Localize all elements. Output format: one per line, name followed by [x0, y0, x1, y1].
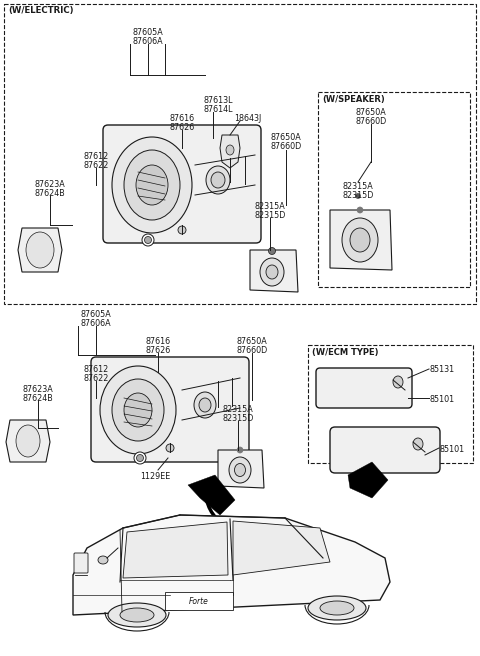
Ellipse shape: [16, 425, 40, 457]
Ellipse shape: [100, 366, 176, 454]
Ellipse shape: [178, 226, 186, 234]
Text: 87660D: 87660D: [236, 346, 268, 355]
Ellipse shape: [112, 137, 192, 233]
Text: 82315A: 82315A: [254, 202, 286, 211]
Ellipse shape: [413, 438, 423, 450]
Ellipse shape: [108, 603, 166, 627]
Ellipse shape: [124, 393, 152, 427]
Polygon shape: [348, 462, 388, 498]
Polygon shape: [73, 515, 390, 615]
Ellipse shape: [393, 376, 403, 388]
Polygon shape: [233, 521, 330, 575]
Polygon shape: [330, 210, 392, 270]
Text: 87626: 87626: [169, 123, 194, 132]
Polygon shape: [188, 475, 235, 515]
Ellipse shape: [136, 455, 144, 462]
Ellipse shape: [260, 258, 284, 286]
Text: (W/ELECTRIC): (W/ELECTRIC): [8, 6, 73, 15]
Text: 87650A: 87650A: [271, 133, 301, 142]
Ellipse shape: [229, 457, 251, 483]
Ellipse shape: [144, 237, 152, 243]
Bar: [165, 592, 233, 610]
Polygon shape: [6, 420, 50, 462]
Text: 82315A: 82315A: [343, 182, 373, 191]
Ellipse shape: [350, 228, 370, 252]
Ellipse shape: [206, 166, 230, 194]
Polygon shape: [123, 522, 228, 578]
Text: Forte: Forte: [189, 596, 209, 605]
Text: 87623A: 87623A: [23, 385, 53, 394]
Ellipse shape: [199, 398, 211, 412]
Text: 87660D: 87660D: [270, 142, 301, 151]
Text: 85101: 85101: [440, 445, 465, 454]
Text: 87624B: 87624B: [23, 394, 53, 403]
FancyBboxPatch shape: [330, 427, 440, 473]
Ellipse shape: [120, 608, 154, 622]
Text: 87660D: 87660D: [355, 117, 386, 126]
FancyArrowPatch shape: [205, 488, 224, 525]
Text: 87612: 87612: [84, 152, 108, 161]
Ellipse shape: [112, 379, 164, 441]
Text: 87624B: 87624B: [35, 189, 65, 198]
Text: 18643J: 18643J: [234, 114, 262, 123]
Text: 87623A: 87623A: [35, 180, 65, 189]
Ellipse shape: [26, 232, 54, 268]
Text: 87650A: 87650A: [356, 108, 386, 117]
Text: 85101: 85101: [430, 395, 455, 404]
Text: 87606A: 87606A: [132, 37, 163, 46]
Text: 87650A: 87650A: [237, 337, 267, 346]
Text: 85131: 85131: [430, 365, 455, 374]
Text: 87614L: 87614L: [203, 105, 233, 114]
Polygon shape: [18, 228, 62, 272]
Text: 82315D: 82315D: [254, 211, 286, 220]
Text: 87612: 87612: [84, 365, 108, 374]
Text: (W/ECM TYPE): (W/ECM TYPE): [312, 348, 379, 357]
Ellipse shape: [166, 444, 174, 452]
Ellipse shape: [235, 464, 245, 476]
Ellipse shape: [320, 601, 354, 615]
Ellipse shape: [266, 265, 278, 279]
Ellipse shape: [342, 218, 378, 262]
FancyBboxPatch shape: [91, 357, 249, 462]
Ellipse shape: [142, 234, 154, 246]
Ellipse shape: [356, 194, 360, 199]
Text: 82315D: 82315D: [342, 191, 374, 200]
Ellipse shape: [136, 165, 168, 205]
Ellipse shape: [98, 556, 108, 564]
Ellipse shape: [194, 392, 216, 418]
Ellipse shape: [124, 150, 180, 220]
Text: 87616: 87616: [145, 337, 170, 346]
Polygon shape: [218, 450, 264, 488]
Text: (W/SPEAKER): (W/SPEAKER): [322, 95, 385, 104]
Bar: [308, 345, 473, 463]
FancyBboxPatch shape: [103, 125, 261, 243]
Ellipse shape: [134, 452, 146, 464]
Text: 87616: 87616: [169, 114, 194, 123]
Text: 87605A: 87605A: [132, 28, 163, 37]
Text: 87605A: 87605A: [81, 310, 111, 319]
Text: 82315D: 82315D: [222, 414, 254, 423]
Text: 87613L: 87613L: [203, 96, 233, 105]
Text: 87622: 87622: [84, 161, 108, 170]
Text: 1129EE: 1129EE: [140, 472, 170, 481]
Text: 87626: 87626: [145, 346, 170, 355]
Bar: [4, 4, 476, 304]
Ellipse shape: [237, 447, 243, 453]
Ellipse shape: [211, 172, 225, 188]
Text: 87606A: 87606A: [81, 319, 111, 328]
FancyBboxPatch shape: [74, 553, 88, 573]
Text: 82315A: 82315A: [223, 405, 253, 414]
Ellipse shape: [268, 247, 276, 255]
Polygon shape: [220, 135, 240, 168]
Polygon shape: [250, 250, 298, 292]
Ellipse shape: [308, 596, 366, 620]
Text: 87622: 87622: [84, 374, 108, 383]
FancyBboxPatch shape: [316, 368, 412, 408]
Ellipse shape: [357, 207, 363, 213]
Ellipse shape: [226, 145, 234, 155]
Bar: [318, 92, 470, 287]
